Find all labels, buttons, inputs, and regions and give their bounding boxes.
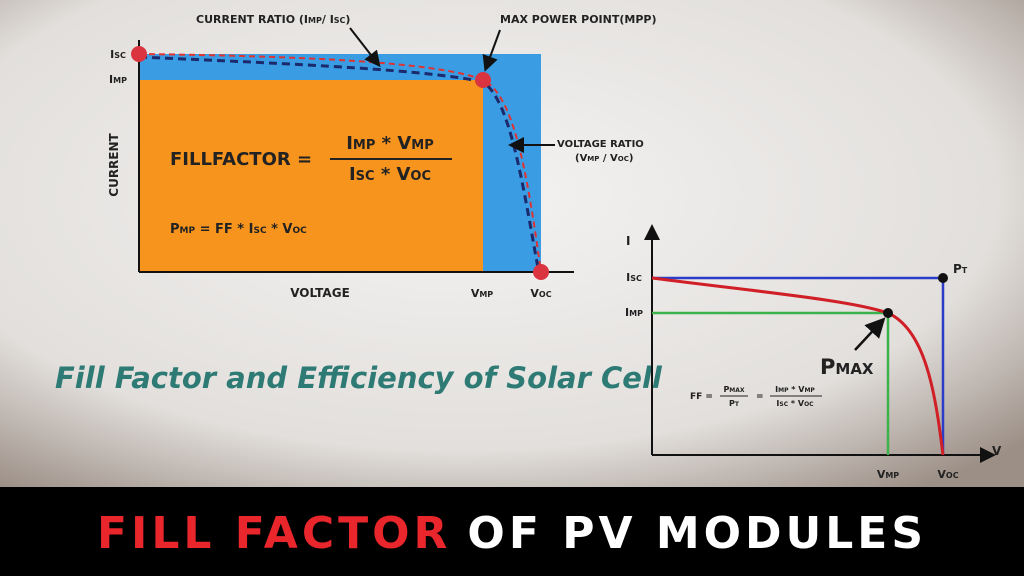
pt-point [938, 273, 948, 283]
axis-title: VOLTAGE [290, 286, 350, 300]
isc-point [131, 46, 147, 62]
x-label: Voc [937, 468, 958, 481]
left-diagram: CURRENT RATIO (Imp/ Isc) MAX POWER POINT… [107, 13, 656, 300]
annotation: (Vmp / Voc) [575, 153, 633, 164]
title: Fill Factor and Efficiency of Solar Cell [55, 361, 663, 395]
mpp-point [475, 72, 491, 88]
x-label: Vmp [877, 468, 899, 481]
arrow [349, 27, 381, 68]
arrow [482, 29, 501, 72]
axis-title: I [626, 234, 630, 248]
axis-title: CURRENT [107, 132, 121, 196]
y-label: Isc [626, 271, 642, 284]
formula: FILLFACTOR = [170, 149, 312, 170]
formula: Pt [729, 399, 740, 408]
formula: Isc * Voc [349, 164, 431, 185]
y-label: Imp [625, 306, 643, 319]
voc-point [533, 264, 549, 280]
formula: Isc * Voc [776, 399, 814, 408]
annotation: VOLTAGE RATIO [557, 139, 644, 150]
banner-highlight: FILL FACTOR [97, 508, 451, 559]
formula: Pmax [723, 385, 744, 394]
formula: Pmp = FF * Isc * Voc [170, 222, 307, 237]
y-label: Imp [109, 73, 127, 86]
banner-rest: OF PV MODULES [467, 508, 927, 559]
x-label: Vmp [471, 287, 493, 300]
banner [0, 487, 1024, 576]
pt-label: Pt [953, 262, 968, 276]
axis-title: V [992, 444, 1002, 458]
formula: FF = [690, 392, 713, 402]
arrow [854, 317, 886, 351]
annotation: MAX POWER POINT(MPP) [500, 13, 656, 26]
formula: = [756, 392, 764, 402]
annotation: CURRENT RATIO (Imp/ Isc) [196, 13, 350, 26]
right-diagram: I V Isc Imp Vmp Voc Pt Pmax FF = Pmax Pt… [625, 224, 1002, 481]
x-label: Voc [530, 287, 551, 300]
formula: Imp * Vmp [346, 133, 434, 154]
orange-area [139, 80, 483, 272]
formula: Imp * Vmp [775, 385, 815, 394]
banner-text: FILL FACTOR OF PV MODULES [97, 508, 927, 559]
pmax-point [883, 308, 893, 318]
pmax-label: Pmax [820, 355, 874, 379]
y-label: Isc [110, 48, 126, 61]
